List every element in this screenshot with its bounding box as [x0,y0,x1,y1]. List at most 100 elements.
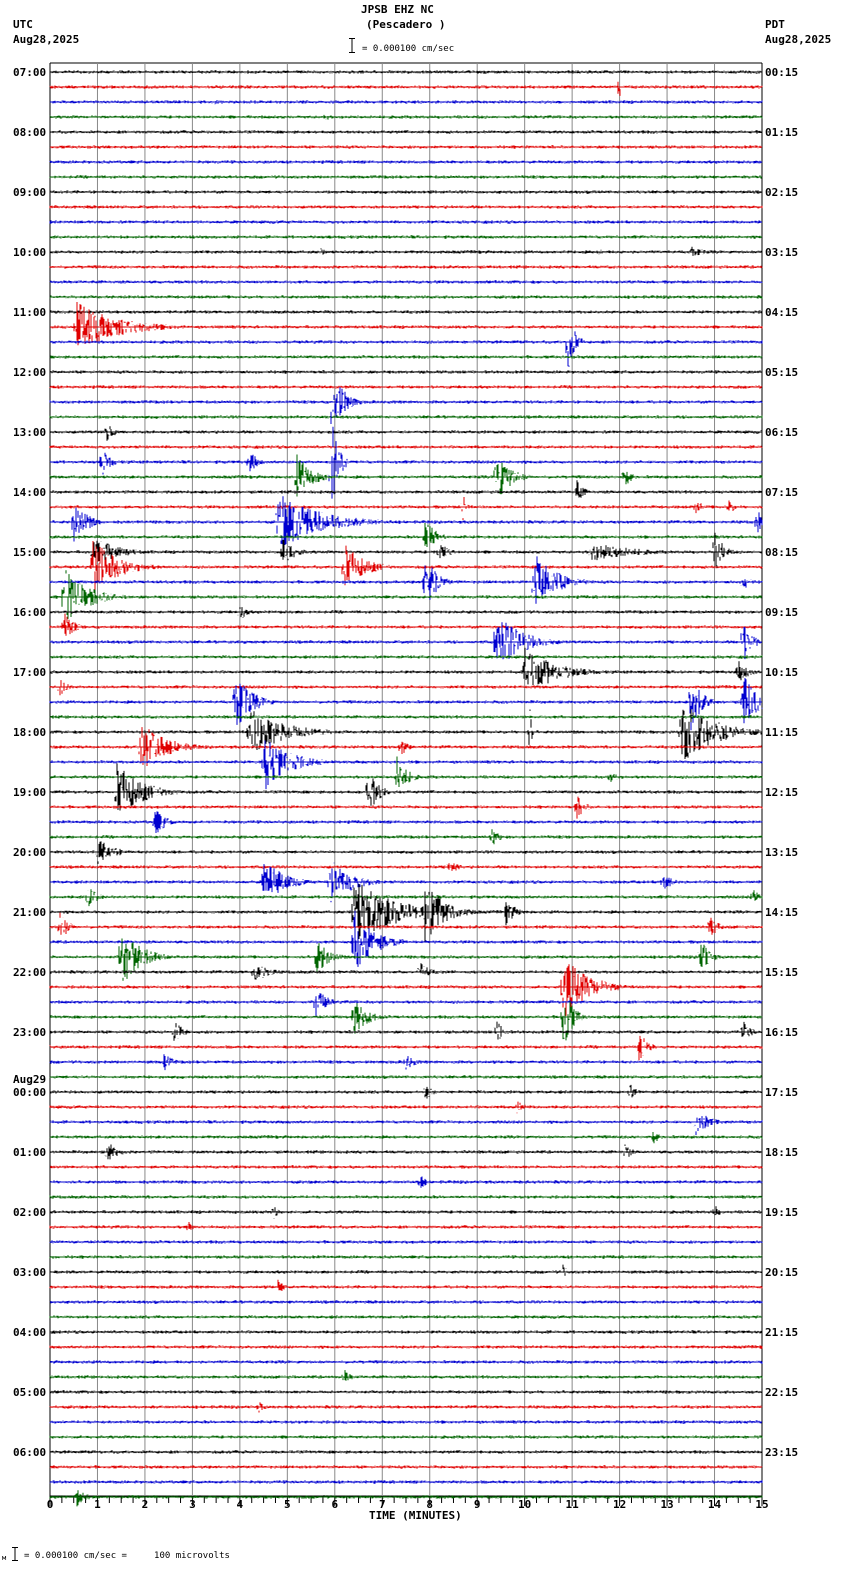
seismic-trace [49,988,763,1017]
x-tick-label: 0 [46,1498,54,1511]
utc-hour-label: 23:00 [13,1026,47,1039]
seismic-trace [49,130,763,134]
seismic-trace [49,246,763,256]
seismic-trace [49,1300,763,1304]
seismic-trace [49,1075,763,1079]
seismic-trace [49,1315,763,1319]
x-tick-label: 8 [426,1498,434,1511]
seismic-trace [49,280,763,284]
pdt-hour-label: 19:15 [765,1206,799,1219]
seismic-trace [50,1165,763,1169]
utc-hour-label: 03:00 [13,1266,47,1279]
seismic-trace [49,1255,763,1259]
seismic-trace [49,655,763,659]
seismic-trace [49,541,763,591]
seismic-trace [49,70,763,74]
seismic-trace [49,715,763,719]
seismic-trace [49,445,763,449]
seismic-trace [49,190,763,194]
seismic-trace [49,912,763,935]
seismic-trace [49,145,763,149]
pdt-hour-label: 21:15 [765,1326,799,1339]
seismic-trace [49,763,763,811]
seismic-trace [49,480,763,498]
x-tick-label: 7 [378,1498,386,1511]
seismic-trace [49,1001,763,1041]
seismic-trace [49,1021,763,1041]
seismic-trace [49,1370,763,1381]
seismic-trace [49,532,763,569]
footer-scale-note: = 0.000100 cm/sec = 100 microvolts [24,1551,230,1561]
utc-hour-label: 06:00 [13,1446,47,1459]
seismic-trace [49,1390,763,1394]
seismic-trace [49,570,763,619]
seismic-trace [49,411,763,499]
seismic-trace [49,523,763,547]
left-timezone: UTC [13,18,33,31]
seismic-trace [49,740,763,790]
pdt-hour-label: 16:15 [765,1026,799,1039]
x-tick-label: 13 [660,1498,674,1511]
utc-hour-label: 12:00 [13,366,47,379]
seismic-trace [49,454,763,497]
seismic-trace [49,556,763,604]
seismic-trace [49,220,763,224]
utc-hour-label: 13:00 [13,426,47,439]
seismic-trace [49,863,762,871]
seismic-trace [49,796,763,819]
right-date: Aug28,2025 [765,33,832,46]
seismic-trace [49,205,763,209]
seismic-trace [49,265,763,269]
seismic-trace [49,964,763,1016]
x-tick-label: 12 [612,1498,627,1511]
seismic-trace [49,355,763,359]
seismic-trace [49,81,763,96]
seismic-trace [49,1435,763,1439]
x-tick-label: 11 [565,1498,579,1511]
seismic-trace [49,829,763,845]
utc-hour-label: 19:00 [13,786,47,799]
seismic-trace [49,1240,763,1244]
pdt-hour-label: 10:15 [765,666,799,679]
utc-hour-label: 00:00 [13,1086,47,1099]
x-tick-label: 6 [331,1498,339,1511]
station-title: JPSB EHZ NC [361,3,434,16]
pdt-hour-label: 08:15 [765,546,799,559]
seismic-trace [49,938,763,981]
utc-hour-label: 04:00 [13,1326,47,1339]
scale-bar-icon [349,38,355,53]
seismic-trace [49,1084,763,1099]
seismic-trace [49,1360,763,1364]
pdt-hour-label: 23:15 [765,1446,799,1459]
seismic-trace [50,884,763,942]
utc-hour-label: 08:00 [13,126,47,139]
pdt-hour-label: 18:15 [765,1146,799,1159]
seismic-trace [49,114,763,120]
x-axis-label: TIME (MINUTES) [369,1509,462,1522]
utc-hour-label: 18:00 [13,726,47,739]
scale-label: = 0.000100 cm/sec [362,44,455,54]
seismic-trace [49,1054,763,1071]
seismic-trace [49,1420,763,1424]
seismic-trace [49,1115,763,1135]
pdt-hour-label: 03:15 [765,246,799,259]
seismic-trace [49,426,763,441]
seismic-trace [49,497,763,520]
utc-hour-label: 15:00 [13,546,47,559]
pdt-hour-label: 13:15 [765,846,799,859]
left-date: Aug28,2025 [13,33,80,46]
pdt-hour-label: 11:15 [765,726,799,739]
seismic-trace [49,963,763,980]
utc-hour-label: 07:00 [13,66,47,79]
seismic-trace [49,1144,763,1160]
seismic-trace [49,1132,763,1144]
seismic-trace [49,841,763,864]
seismic-trace [49,310,763,314]
seismic-trace [49,295,763,299]
utc-hour-label: 17:00 [13,666,47,679]
date-change-label: Aug29 [13,1073,47,1086]
utc-hour-label: 02:00 [13,1206,47,1219]
seismic-trace [49,607,763,618]
pdt-hour-label: 05:15 [765,366,799,379]
x-tick-label: 1 [94,1498,101,1511]
